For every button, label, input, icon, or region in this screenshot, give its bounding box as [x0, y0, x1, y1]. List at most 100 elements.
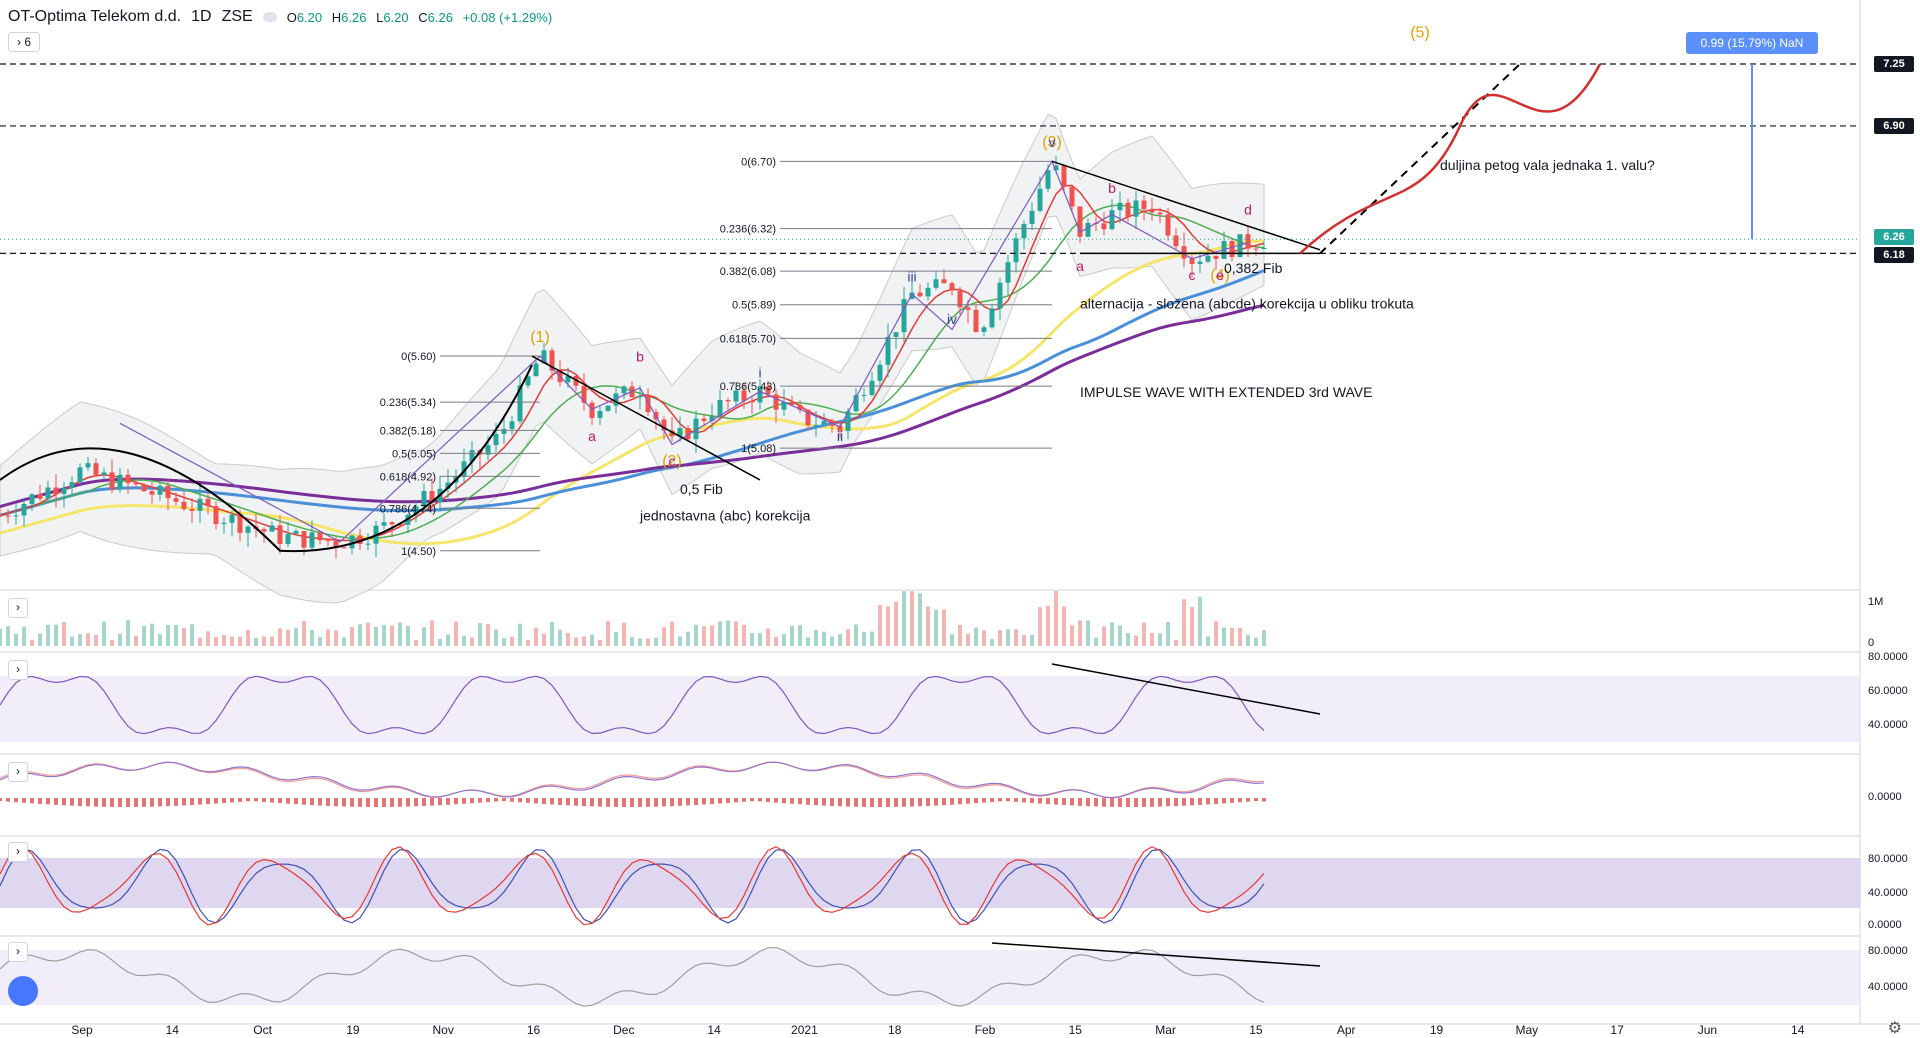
- volume-bar: [286, 629, 290, 646]
- stochrsi-pane-expand-button[interactable]: ›: [8, 942, 28, 962]
- volume-bar: [350, 626, 354, 646]
- macd-histogram-bar: [670, 798, 674, 807]
- time-axis-label: 14: [166, 1023, 180, 1037]
- volume-bar: [1030, 634, 1034, 646]
- interval[interactable]: 1D: [191, 8, 212, 25]
- candle-body: [757, 386, 763, 403]
- candle-body: [1157, 212, 1163, 215]
- volume-bar: [366, 622, 370, 646]
- macd-histogram-bar: [926, 798, 930, 806]
- annotation-text: 0,5 Fib: [680, 481, 723, 497]
- candle-body: [1037, 188, 1043, 211]
- volume-bar: [574, 637, 578, 646]
- volume-bar: [430, 620, 434, 646]
- stochrsi-divergence-line[interactable]: [991, 942, 1321, 967]
- macd-histogram-bar: [1206, 798, 1210, 805]
- price-tag-6-18: 6.18: [1874, 247, 1914, 263]
- macd-histogram-bar: [182, 798, 186, 806]
- volume-pane-expand-button[interactable]: ›: [8, 598, 28, 618]
- candle-body: [605, 405, 611, 411]
- candle-body: [1173, 235, 1179, 247]
- macd-histogram-bar: [678, 798, 682, 806]
- time-axis-label: Dec: [613, 1023, 634, 1037]
- macd-histogram-bar: [1190, 798, 1194, 806]
- volume-bar: [1254, 637, 1258, 646]
- volume-bar: [870, 631, 874, 646]
- pane-axis-label: 80.0000: [1868, 853, 1908, 865]
- macd-histogram-bar: [1062, 798, 1066, 806]
- fib-a-label: 0.382(5.18): [380, 425, 436, 437]
- candle-body: [157, 485, 163, 495]
- candle-body: [1189, 258, 1195, 265]
- candle-body: [117, 474, 123, 490]
- macd-histogram-bar: [710, 798, 714, 805]
- pane-axis-label: 0.0000: [1868, 791, 1902, 803]
- projection-red-arrow[interactable]: [1299, 63, 1602, 255]
- wave-label: b: [636, 348, 644, 364]
- volume-bar: [1230, 627, 1234, 646]
- time-axis-label: 19: [1430, 1023, 1444, 1037]
- candle-body: [1261, 247, 1267, 250]
- time-axis-label: Jun: [1698, 1023, 1717, 1037]
- volume-bar: [678, 636, 682, 646]
- volume-bar: [558, 629, 562, 646]
- macd-histogram-bar: [1134, 798, 1138, 807]
- rsi-pane-expand-button[interactable]: ›: [8, 660, 28, 680]
- rsi-divergence-line[interactable]: [1051, 663, 1321, 715]
- indicators-collapse-button[interactable]: › 6: [8, 32, 40, 52]
- pane-axis-label: 0.0000: [1868, 919, 1902, 931]
- wave-label: c: [1189, 267, 1196, 283]
- volume-bar: [1190, 607, 1194, 646]
- macd-histogram-bar: [486, 798, 490, 803]
- candle-body: [901, 299, 907, 333]
- volume-bar: [878, 604, 882, 646]
- volume-bar: [438, 638, 442, 646]
- gear-icon[interactable]: ⚙: [1887, 1020, 1902, 1037]
- macd-histogram-bar: [734, 798, 738, 803]
- macd-histogram-bar: [326, 798, 330, 806]
- wave-label: (2): [662, 453, 682, 470]
- candle-body: [1197, 261, 1203, 265]
- tradingview-logo-icon[interactable]: [8, 976, 38, 1006]
- volume-bar: [566, 632, 570, 646]
- high-value: 6.26: [341, 9, 367, 25]
- candle-body: [1109, 210, 1115, 230]
- macd-histogram-bar: [566, 798, 570, 806]
- volume-bar: [334, 630, 338, 646]
- triangle-upper-trendline[interactable]: [1051, 160, 1321, 251]
- volume-bar: [382, 624, 386, 646]
- macd-histogram-bar: [910, 798, 914, 807]
- elliott-wave-path[interactable]: [119, 159, 1249, 543]
- volume-bar: [78, 634, 82, 646]
- candle-body: [285, 533, 291, 544]
- macd-signal-line: [0, 761, 1265, 799]
- macd-histogram-bar: [398, 798, 402, 807]
- volume-bar: [982, 630, 986, 646]
- annotation-text: IMPULSE WAVE WITH EXTENDED 3rd WAVE: [1080, 384, 1372, 400]
- candle-body: [1213, 255, 1219, 259]
- volume-bar: [758, 633, 762, 646]
- macd-histogram-bar: [446, 798, 450, 805]
- fib-a-label: 0.5(5.05): [392, 448, 436, 460]
- volume-bar: [718, 621, 722, 646]
- macd-histogram-bar: [1238, 798, 1242, 803]
- cup-curve[interactable]: [0, 364, 533, 553]
- volume-bar: [686, 631, 690, 646]
- candle-body: [413, 506, 419, 515]
- candle-body: [973, 309, 979, 332]
- macd-histogram-bar: [1142, 798, 1146, 807]
- abc-trendline[interactable]: [531, 355, 761, 481]
- stoch-pane-expand-button[interactable]: ›: [8, 842, 28, 862]
- volume-bar: [414, 639, 418, 646]
- volume-bar: [150, 623, 154, 646]
- macd-histogram-bar: [950, 798, 954, 805]
- volume-bar: [742, 624, 746, 646]
- symbol-name[interactable]: OT-Optima Telekom d.d.: [8, 8, 182, 25]
- macd-histogram-bar: [198, 798, 202, 805]
- wave-label: iii: [907, 269, 916, 285]
- macd-pane-expand-button[interactable]: ›: [8, 762, 28, 782]
- candle-body: [389, 522, 395, 525]
- volume-bar: [182, 628, 186, 646]
- volume-bar: [958, 624, 962, 646]
